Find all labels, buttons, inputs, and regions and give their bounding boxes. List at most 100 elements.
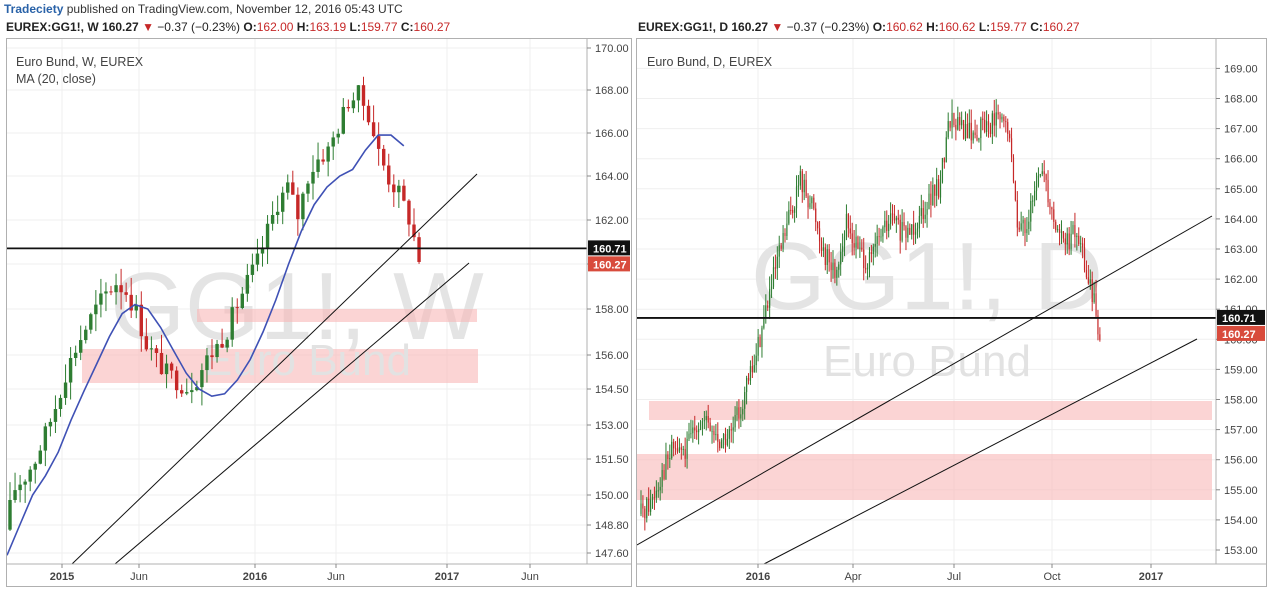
- weekly-chart[interactable]: GG1!, W Euro Bund 147.60 148.80 150.00 151.…: [7, 39, 631, 586]
- candle-body: [291, 182, 295, 195]
- candle-body: [417, 237, 421, 262]
- daily-symbol[interactable]: EUREX:GG1!, D: [638, 20, 729, 34]
- weekly-indicator[interactable]: MA (20, close): [16, 72, 96, 86]
- support-zone: [649, 401, 1212, 420]
- candle-body: [1093, 293, 1095, 302]
- candle-body: [765, 305, 767, 318]
- candle-body: [129, 294, 133, 311]
- daily-chart-panel[interactable]: GG1!, D Euro Bund 153.00 154.00 155.00 156.…: [636, 38, 1267, 587]
- candle-body: [982, 118, 984, 120]
- weekly-l-label: L:: [349, 20, 361, 34]
- x-tick-label: Jul: [947, 571, 961, 583]
- candle-body: [311, 171, 315, 184]
- candle-body: [164, 363, 169, 375]
- candle-body: [1043, 171, 1045, 175]
- y-tick-label: 158.00: [1224, 395, 1258, 407]
- candle-body: [154, 348, 159, 353]
- weekly-x-ticks: 2015 Jun 2016 Jun 2017 Jun: [50, 564, 539, 583]
- candle-body: [744, 392, 746, 409]
- candle-body: [972, 132, 974, 141]
- daily-chart[interactable]: GG1!, D Euro Bund 153.00 154.00 155.00 156.…: [637, 39, 1266, 586]
- candle-body: [753, 365, 755, 373]
- last-price-tag: [1217, 325, 1265, 341]
- candle-body: [826, 249, 828, 265]
- candle-body: [964, 124, 967, 139]
- candle-body: [43, 426, 48, 451]
- weekly-trendlines: [7, 173, 587, 565]
- candle-body: [832, 262, 834, 271]
- candle-body: [1014, 181, 1016, 201]
- candle-body: [916, 228, 919, 232]
- candle-body: [1074, 225, 1076, 238]
- candle-body: [376, 136, 381, 149]
- candle-body: [1041, 171, 1043, 175]
- candle-body: [671, 441, 673, 459]
- candle-body: [932, 184, 934, 205]
- y-tick-label: 155.00: [1224, 485, 1258, 497]
- weekly-symbol[interactable]: EUREX:GG1!, W: [6, 20, 99, 34]
- candle-body: [861, 247, 863, 250]
- candle-body: [676, 448, 679, 452]
- candle-body: [104, 291, 108, 294]
- candle-body: [911, 224, 913, 235]
- candle-body: [1058, 229, 1061, 233]
- candle-body: [673, 441, 675, 449]
- level-price-tag: [588, 240, 630, 256]
- x-tick-label: 2017: [435, 571, 459, 583]
- candle-body: [857, 236, 859, 249]
- y-tick-label: 166.00: [1224, 154, 1258, 166]
- candle-body: [903, 222, 905, 227]
- weekly-price-axis[interactable]: [587, 39, 631, 586]
- candle-body: [930, 193, 932, 205]
- y-tick-label: 169.00: [1224, 63, 1258, 75]
- candle-body: [882, 227, 884, 237]
- author-link[interactable]: Tradeciety: [4, 2, 64, 16]
- candle-body: [1053, 209, 1055, 222]
- candle-body: [215, 343, 219, 358]
- candle-body: [792, 210, 794, 213]
- candle-body: [886, 220, 888, 231]
- y-tick-label: 162.00: [1224, 274, 1258, 286]
- candle-body: [1082, 243, 1084, 248]
- daily-watermark: GG1!, D: [751, 223, 1103, 330]
- candle-body: [366, 105, 371, 123]
- weekly-chart-panel[interactable]: GG1!, W Euro Bund 147.60 148.80 150.00 151.…: [6, 38, 632, 587]
- price-tag-label: 160.27: [1222, 329, 1256, 341]
- candle-body: [124, 292, 128, 295]
- published-text: published on TradingView.com, November 1…: [66, 2, 403, 16]
- candle-body: [711, 430, 713, 432]
- y-tick-label: 168.00: [595, 85, 629, 97]
- candle-body: [907, 227, 909, 238]
- candle-body: [872, 246, 874, 255]
- candle-body: [1087, 277, 1089, 284]
- candle-body: [924, 214, 926, 220]
- candle-body: [79, 340, 83, 353]
- candle-body: [851, 233, 853, 244]
- candle-body: [957, 117, 959, 130]
- candle-body: [1051, 207, 1053, 210]
- weekly-y-ticks: 147.60 148.80 150.00 151.50 153.00 154.50 156.…: [587, 43, 629, 560]
- daily-high: 160.62: [938, 20, 976, 34]
- candle-body: [686, 438, 688, 459]
- candle-body: [1078, 235, 1080, 245]
- candle-body: [149, 348, 154, 350]
- candle-body: [185, 392, 189, 394]
- candle-body: [955, 124, 957, 130]
- x-tick-label: Jun: [521, 571, 539, 583]
- weekly-candles: [8, 76, 421, 531]
- candle-body: [195, 387, 199, 391]
- candle-body: [888, 223, 890, 231]
- y-tick-label: 159.00: [1224, 364, 1258, 376]
- candle-body: [980, 118, 982, 139]
- candle-body: [1089, 279, 1091, 284]
- candle-body: [847, 214, 849, 229]
- candle-body: [1097, 315, 1099, 335]
- candle-body: [63, 382, 68, 398]
- candle-body: [909, 227, 911, 235]
- candle-body: [842, 245, 844, 252]
- candle-body: [180, 390, 184, 394]
- level-price-tag: [1217, 309, 1265, 325]
- candle-body: [947, 121, 949, 138]
- candle-body: [1064, 238, 1066, 245]
- candle-body: [849, 228, 851, 234]
